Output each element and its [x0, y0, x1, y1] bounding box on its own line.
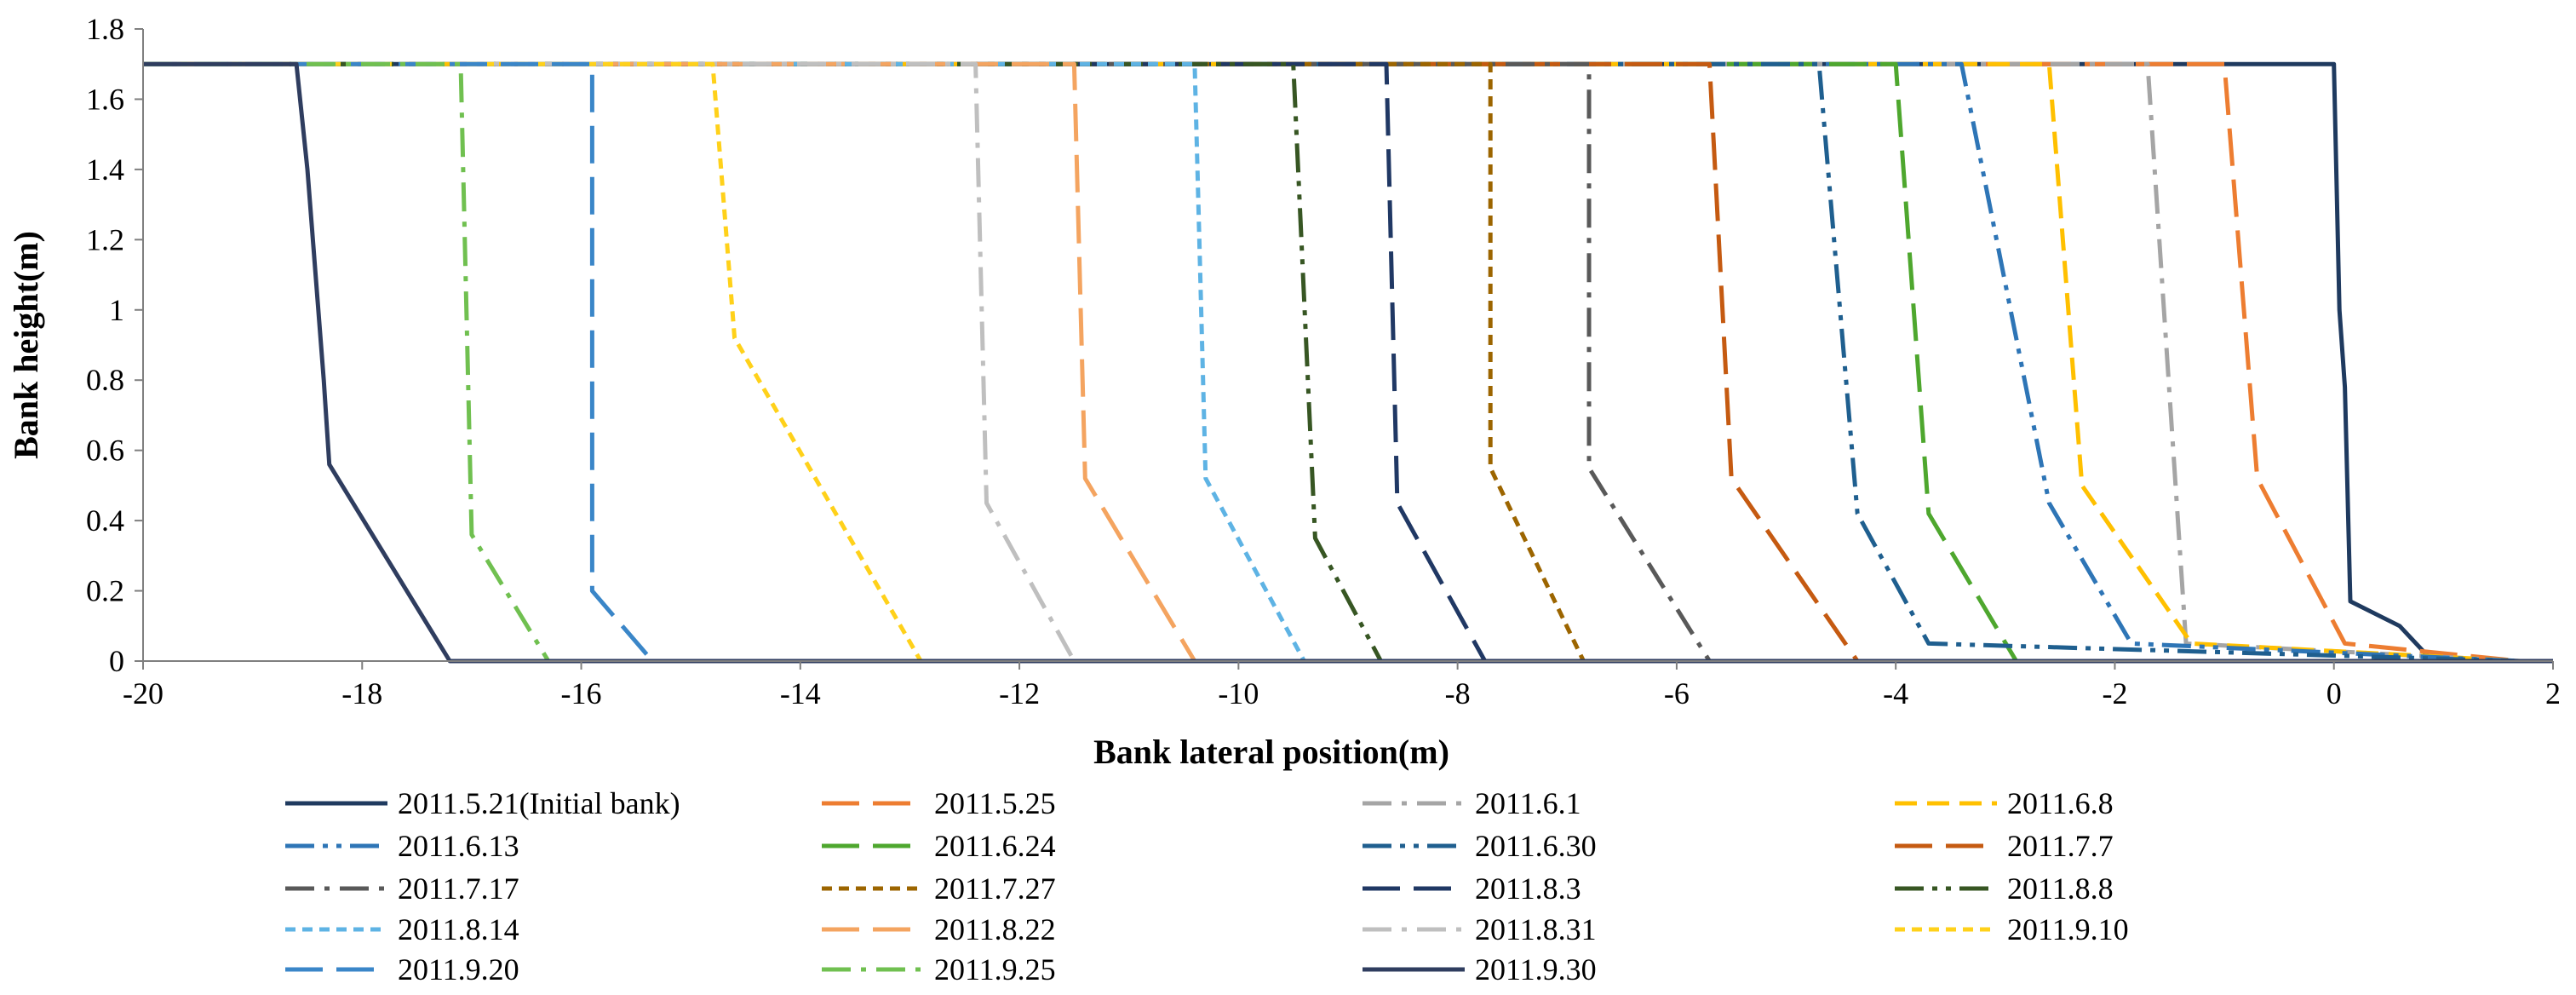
- series-line-9: [143, 61, 2521, 664]
- legend-label: 2011.9.30: [1475, 952, 1597, 986]
- legend-item-10: 2011.7.27: [822, 871, 1056, 906]
- legend-label: 2011.8.8: [2007, 871, 2114, 906]
- legend-item-6: 2011.6.24: [822, 829, 1056, 863]
- legend-item-5: 2011.6.13: [285, 829, 519, 863]
- y-tick-label: 0.6: [86, 434, 124, 468]
- series-line-18: [143, 61, 2521, 664]
- series-line-13: [143, 61, 2521, 664]
- y-tick-label: 1: [109, 293, 124, 327]
- y-tick-label: 1.2: [86, 222, 124, 256]
- x-tick-label: 0: [2326, 676, 2342, 710]
- x-tick-label: -2: [2102, 676, 2127, 710]
- series-line-14: [143, 61, 2521, 664]
- legend-item-14: 2011.8.22: [822, 912, 1056, 946]
- legend-label: 2011.8.22: [934, 912, 1056, 946]
- series-line-11: [143, 61, 2521, 664]
- legend-item-2: 2011.5.25: [822, 786, 1056, 820]
- legend-item-8: 2011.7.7: [1895, 829, 2114, 863]
- legend-label: 2011.9.10: [2007, 912, 2129, 946]
- x-tick-label: -4: [1883, 676, 1908, 710]
- legend-item-3: 2011.6.1: [1363, 786, 1581, 820]
- series-line-15: [143, 61, 2521, 664]
- x-tick-label: -12: [999, 676, 1040, 710]
- x-tick-label: -16: [561, 676, 602, 710]
- legend-label: 2011.7.27: [934, 871, 1056, 906]
- legend-item-16: 2011.9.10: [1895, 912, 2129, 946]
- series-line-7: [143, 61, 2521, 664]
- x-axis-title: Bank lateral position(m): [1093, 733, 1449, 771]
- series-line-16: [143, 61, 2521, 664]
- x-tick-label: -8: [1445, 676, 1471, 710]
- series-line-17: [143, 61, 2521, 664]
- legend-item-4: 2011.6.8: [1895, 786, 2114, 820]
- y-axis-title: Bank height(m): [7, 231, 45, 459]
- legend-label: 2011.7.7: [2007, 829, 2114, 863]
- legend-label: 2011.6.1: [1475, 786, 1581, 820]
- legend-label: 2011.8.3: [1475, 871, 1581, 906]
- series-line-4: [143, 61, 2521, 664]
- legend-label: 2011.6.30: [1475, 829, 1597, 863]
- series-line-2: [143, 61, 2521, 664]
- y-tick-label: 1.6: [86, 82, 124, 116]
- legend-item-15: 2011.8.31: [1363, 912, 1597, 946]
- series-line-12: [143, 61, 2521, 664]
- y-tick-label: 0: [109, 644, 124, 678]
- legend-item-17: 2011.9.20: [285, 952, 519, 986]
- legend-item-9: 2011.7.17: [285, 871, 519, 906]
- series-line-8: [143, 61, 2521, 664]
- legend-label: 2011.9.20: [398, 952, 519, 986]
- legend-item-11: 2011.8.3: [1363, 871, 1581, 906]
- legend: 2011.5.21(Initial bank) 2011.5.25 2011.6.1…: [285, 786, 2129, 986]
- legend-label: 2011.5.25: [934, 786, 1056, 820]
- series-line-3: [143, 61, 2521, 664]
- legend-item-18: 2011.9.25: [822, 952, 1056, 986]
- axis-layer: -20 -18 -16 -14 -12 -10 -8 -6 -4 -2 0 200.20.40.60.…: [86, 12, 2561, 710]
- y-tick-label: 0.2: [86, 574, 124, 608]
- legend-item-7: 2011.6.30: [1363, 829, 1597, 863]
- series-line-1: [143, 61, 2553, 664]
- legend-label: 2011.6.13: [398, 829, 519, 863]
- y-tick-label: 0.4: [86, 503, 124, 538]
- legend-item-19: 2011.9.30: [1363, 952, 1597, 986]
- legend-item-1: 2011.5.21(Initial bank): [285, 786, 680, 820]
- y-tick-label: 1.8: [86, 12, 124, 46]
- x-tick-label: -14: [780, 676, 821, 710]
- x-tick-label: -10: [1218, 676, 1259, 710]
- legend-label: 2011.8.14: [398, 912, 519, 946]
- legend-label: 2011.5.21(Initial bank): [398, 786, 680, 820]
- legend-label: 2011.6.8: [2007, 786, 2114, 820]
- legend-label: 2011.9.25: [934, 952, 1056, 986]
- legend-label: 2011.8.31: [1475, 912, 1597, 946]
- y-tick-label: 0.8: [86, 363, 124, 397]
- x-tick-label: -6: [1664, 676, 1690, 710]
- legend-label: 2011.6.24: [934, 829, 1056, 863]
- series-line-5: [143, 61, 2521, 664]
- plot-layer: [143, 61, 2553, 664]
- series-line-19: [143, 61, 2553, 664]
- legend-item-12: 2011.8.8: [1895, 871, 2114, 906]
- series-line-6: [143, 61, 2521, 664]
- series-line-10: [143, 61, 2521, 664]
- x-tick-label: -18: [341, 676, 382, 710]
- y-tick-label: 1.4: [86, 152, 124, 187]
- x-tick-label: -20: [123, 676, 164, 710]
- legend-label: 2011.7.17: [398, 871, 519, 906]
- legend-item-13: 2011.8.14: [285, 912, 519, 946]
- x-tick-label: 2: [2545, 676, 2561, 710]
